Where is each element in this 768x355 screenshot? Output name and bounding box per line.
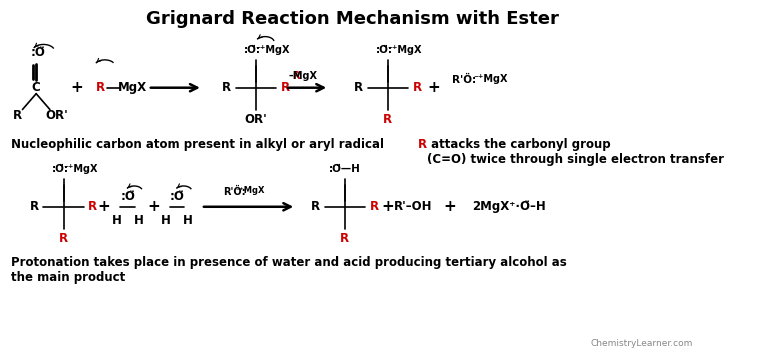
Text: R'Ö:: R'Ö:	[452, 75, 476, 85]
Text: :Ö: :Ö	[121, 190, 135, 203]
Text: R: R	[293, 71, 300, 81]
Text: H: H	[112, 214, 121, 227]
Text: :Ö—H: :Ö—H	[329, 164, 361, 174]
Text: R: R	[354, 81, 363, 94]
Text: R: R	[369, 200, 379, 213]
Text: R: R	[418, 138, 427, 151]
Text: Grignard Reaction Mechanism with Ester: Grignard Reaction Mechanism with Ester	[147, 10, 559, 28]
Text: –MgX: –MgX	[289, 71, 318, 81]
Text: ChemistryLearner.com: ChemistryLearner.com	[590, 339, 693, 348]
Text: R: R	[340, 232, 349, 245]
Text: +: +	[98, 199, 111, 214]
Text: H: H	[134, 214, 144, 227]
Text: attacks the carbonyl group
(C=O) twice through single electron transfer: attacks the carbonyl group (C=O) twice t…	[427, 138, 724, 166]
Text: +: +	[382, 199, 394, 214]
Text: R: R	[383, 113, 392, 126]
Text: MgX: MgX	[118, 81, 147, 94]
Text: R: R	[280, 81, 290, 94]
Text: R: R	[13, 109, 22, 122]
Text: :Ö: :Ö	[31, 47, 45, 60]
Text: +: +	[444, 199, 456, 214]
Text: ⁻⁺MgX: ⁻⁺MgX	[255, 45, 290, 55]
Text: ⁻⁺MgX: ⁻⁺MgX	[63, 164, 98, 174]
Text: ⁻⁺MgX: ⁻⁺MgX	[236, 186, 265, 195]
Text: +: +	[70, 80, 83, 95]
Text: +: +	[427, 80, 440, 95]
Text: :Ö: :Ö	[170, 190, 184, 203]
Text: R: R	[311, 200, 320, 213]
Text: H: H	[161, 214, 171, 227]
Text: R: R	[222, 81, 231, 94]
Text: :Ö:: :Ö:	[243, 45, 260, 55]
Text: OR': OR'	[244, 113, 267, 126]
Text: Protonation takes place in presence of water and acid producing tertiary alcohol: Protonation takes place in presence of w…	[11, 256, 566, 284]
Text: R'–OH: R'–OH	[394, 200, 432, 213]
Text: R: R	[30, 200, 39, 213]
Text: ⁻⁺MgX: ⁻⁺MgX	[474, 74, 508, 84]
Text: R: R	[412, 81, 422, 94]
Text: OR': OR'	[45, 109, 68, 122]
Text: R'Ö:: R'Ö:	[223, 187, 246, 197]
Text: R: R	[59, 232, 68, 245]
Text: R: R	[88, 200, 98, 213]
Text: R: R	[96, 81, 104, 94]
Text: :Ö:: :Ö:	[376, 45, 392, 55]
Text: 2MgX⁺·Ö–H: 2MgX⁺·Ö–H	[472, 200, 546, 213]
Text: H: H	[184, 214, 193, 227]
Text: ⁻⁺MgX: ⁻⁺MgX	[387, 45, 422, 55]
Text: :Ö:: :Ö:	[51, 164, 68, 174]
Text: +: +	[147, 199, 160, 214]
Text: Nucleophilic carbon atom present in alkyl or aryl radical: Nucleophilic carbon atom present in alky…	[11, 138, 388, 151]
Text: C: C	[31, 81, 41, 94]
